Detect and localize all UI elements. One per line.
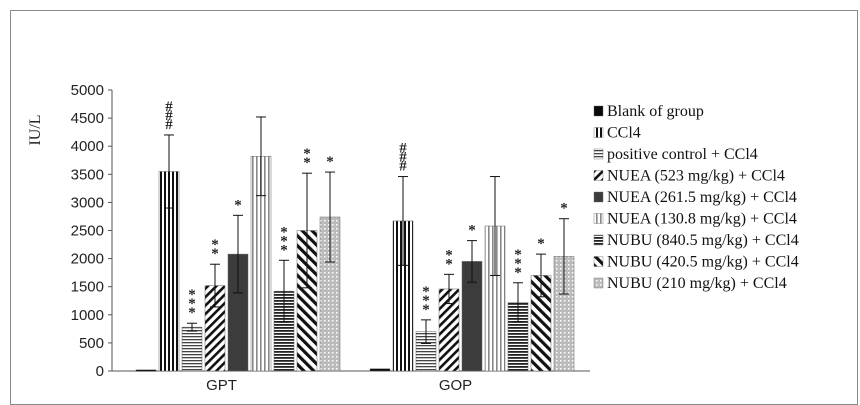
- legend-swatch: [593, 256, 604, 267]
- significance-marker: *: [422, 293, 430, 309]
- legend-label: NUBU (840.5 mg/kg) + CCl4: [607, 232, 799, 249]
- legend-label: NUEA (261.5 mg/kg) + CCl4: [607, 189, 797, 206]
- significance-marker: *: [188, 296, 196, 312]
- significance-marker: *: [234, 197, 242, 213]
- legend-swatch: [593, 213, 604, 224]
- bar: [369, 368, 391, 372]
- x-category-label: GOP: [439, 377, 472, 394]
- bar: [135, 369, 157, 372]
- significance-marker: *: [188, 287, 196, 303]
- significance-marker: *: [445, 247, 453, 263]
- legend-swatch: [593, 105, 604, 117]
- x-category-label: GPT: [206, 377, 237, 394]
- significance-marker: *: [514, 247, 522, 263]
- legend-label: CCl4: [607, 125, 641, 142]
- legend-swatch: [593, 277, 604, 289]
- significance-marker: *: [303, 146, 311, 162]
- legend-label: NUEA (130.8 mg/kg) + CCl4: [607, 211, 797, 228]
- significance-marker: *: [280, 242, 288, 258]
- y-tick-label: 500: [79, 335, 104, 352]
- significance-marker: *: [537, 236, 545, 252]
- y-tick-label: 4000: [71, 138, 104, 155]
- y-tick-label: 0: [96, 363, 104, 380]
- y-tick-label: 3500: [71, 166, 104, 183]
- legend-swatch: [593, 234, 604, 246]
- significance-marker: *: [188, 305, 196, 321]
- y-tick-label: 2500: [71, 223, 104, 240]
- significance-marker: *: [514, 256, 522, 272]
- y-tick-label: 2000: [71, 251, 104, 268]
- significance-marker: *: [211, 237, 219, 253]
- significance-marker: *: [445, 256, 453, 272]
- y-tick-label: 1000: [71, 307, 104, 324]
- significance-marker: *: [468, 223, 476, 239]
- y-axis-label: IU/L: [27, 114, 44, 145]
- significance-marker: #: [399, 159, 407, 175]
- significance-marker: #: [399, 150, 407, 166]
- significance-marker: #: [165, 99, 173, 115]
- significance-marker: *: [280, 224, 288, 240]
- significance-marker: *: [326, 154, 334, 170]
- significance-marker: #: [165, 117, 173, 133]
- bar: [181, 326, 203, 372]
- y-tick-label: 5000: [71, 82, 104, 99]
- legend-swatch: [593, 148, 604, 160]
- legend-label: Blank of group: [607, 103, 704, 120]
- significance-marker: *: [514, 265, 522, 281]
- legend-label: NUEA (523 mg/kg) + CCl4: [607, 168, 785, 185]
- legend-swatch: [593, 191, 604, 203]
- significance-marker: *: [422, 284, 430, 300]
- significance-marker: *: [560, 201, 568, 217]
- legend-swatch: [593, 170, 604, 181]
- significance-marker: #: [399, 141, 407, 157]
- y-tick-label: 3000: [71, 194, 104, 211]
- significance-marker: *: [280, 233, 288, 249]
- significance-marker: *: [422, 302, 430, 318]
- legend-swatch: [593, 127, 604, 138]
- significance-marker: #: [165, 108, 173, 124]
- y-tick-label: 4500: [71, 110, 104, 127]
- significance-marker: *: [303, 155, 311, 171]
- legend-label: positive control + CCl4: [607, 146, 758, 163]
- significance-marker: *: [211, 246, 219, 262]
- legend-label: NUBU (420.5 mg/kg) + CCl4: [607, 254, 799, 271]
- legend-label: NUBU (210 mg/kg) + CCl4: [607, 275, 787, 292]
- y-tick-label: 1500: [71, 279, 104, 296]
